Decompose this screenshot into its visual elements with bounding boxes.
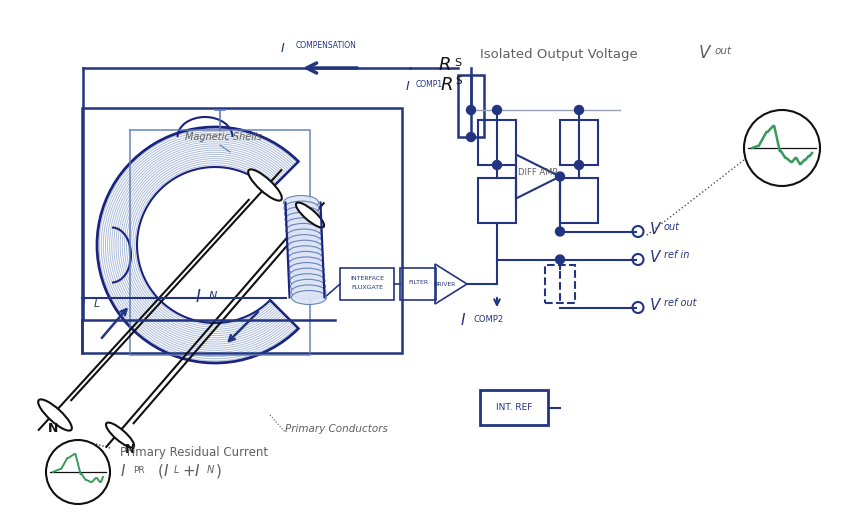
Circle shape bbox=[46, 440, 110, 504]
Text: PR: PR bbox=[133, 466, 145, 475]
Text: $V$: $V$ bbox=[698, 44, 712, 62]
Bar bbox=[478, 178, 516, 223]
Text: $I$: $I$ bbox=[281, 42, 286, 55]
Text: FILTER: FILTER bbox=[408, 280, 428, 285]
Ellipse shape bbox=[287, 246, 323, 260]
Circle shape bbox=[466, 132, 476, 142]
Ellipse shape bbox=[287, 235, 321, 248]
Ellipse shape bbox=[284, 207, 320, 221]
Text: N: N bbox=[125, 443, 136, 456]
Text: $V$: $V$ bbox=[649, 222, 662, 237]
Text: $)$: $)$ bbox=[215, 462, 221, 481]
Ellipse shape bbox=[288, 252, 323, 265]
Bar bbox=[560, 178, 598, 223]
Text: $(I$: $(I$ bbox=[148, 462, 170, 481]
Text: INTERFACE: INTERFACE bbox=[350, 276, 384, 281]
Text: ref in: ref in bbox=[664, 251, 689, 260]
Ellipse shape bbox=[290, 268, 325, 282]
Ellipse shape bbox=[285, 212, 320, 226]
Text: $V$: $V$ bbox=[649, 298, 662, 313]
Ellipse shape bbox=[291, 285, 326, 299]
Text: ref out: ref out bbox=[664, 299, 696, 309]
Ellipse shape bbox=[284, 201, 319, 215]
Text: $I$: $I$ bbox=[195, 288, 202, 306]
Text: DRIVER: DRIVER bbox=[434, 281, 456, 287]
Ellipse shape bbox=[248, 169, 282, 201]
Bar bbox=[560, 120, 598, 165]
Ellipse shape bbox=[286, 218, 321, 232]
Ellipse shape bbox=[290, 274, 325, 288]
Text: COMP2: COMP2 bbox=[473, 315, 503, 324]
Text: L: L bbox=[94, 299, 100, 309]
Circle shape bbox=[574, 161, 583, 169]
Ellipse shape bbox=[291, 279, 326, 293]
Text: L: L bbox=[174, 465, 180, 475]
Text: out: out bbox=[664, 222, 680, 233]
Ellipse shape bbox=[289, 263, 324, 277]
Text: INT. REF: INT. REF bbox=[496, 403, 533, 412]
Circle shape bbox=[466, 106, 476, 115]
Ellipse shape bbox=[296, 202, 324, 228]
Text: Primary Residual Current: Primary Residual Current bbox=[120, 446, 268, 459]
Bar bbox=[480, 390, 548, 425]
Bar bbox=[478, 120, 516, 165]
Text: Isolated Output Voltage: Isolated Output Voltage bbox=[480, 48, 638, 61]
Text: out: out bbox=[715, 46, 732, 56]
Text: S: S bbox=[455, 76, 461, 86]
Ellipse shape bbox=[283, 196, 319, 210]
Circle shape bbox=[493, 106, 501, 115]
Circle shape bbox=[555, 255, 565, 264]
Text: Primary Conductors: Primary Conductors bbox=[285, 424, 388, 434]
Text: COMP1: COMP1 bbox=[416, 80, 444, 89]
Ellipse shape bbox=[288, 257, 324, 271]
Circle shape bbox=[555, 227, 565, 236]
Ellipse shape bbox=[106, 423, 134, 448]
Ellipse shape bbox=[287, 240, 322, 254]
Text: S: S bbox=[454, 58, 461, 68]
Ellipse shape bbox=[286, 223, 321, 237]
Bar bbox=[545, 265, 575, 302]
Text: $R$: $R$ bbox=[440, 76, 453, 94]
Bar bbox=[400, 268, 436, 300]
Text: $V$: $V$ bbox=[649, 249, 662, 266]
Text: FLUXGATE: FLUXGATE bbox=[351, 285, 383, 290]
Circle shape bbox=[744, 110, 820, 186]
Ellipse shape bbox=[292, 290, 326, 304]
Bar bbox=[458, 75, 484, 137]
Bar bbox=[340, 268, 394, 300]
Text: $I$: $I$ bbox=[80, 296, 86, 314]
Text: $I$: $I$ bbox=[460, 312, 466, 328]
Text: $I$: $I$ bbox=[405, 80, 410, 93]
Text: COMPENSATION: COMPENSATION bbox=[296, 41, 357, 50]
Text: Magnetic Shells: Magnetic Shells bbox=[185, 132, 262, 142]
Ellipse shape bbox=[38, 400, 72, 430]
Text: DIFF AMP: DIFF AMP bbox=[518, 168, 558, 177]
Circle shape bbox=[493, 161, 501, 169]
Text: $+I$: $+I$ bbox=[182, 463, 201, 479]
Text: N: N bbox=[209, 291, 217, 301]
Text: N: N bbox=[207, 465, 215, 475]
Bar bbox=[82, 108, 402, 353]
Text: $I$: $I$ bbox=[120, 463, 126, 479]
Text: N: N bbox=[48, 422, 59, 435]
Ellipse shape bbox=[287, 229, 321, 243]
Text: $R$: $R$ bbox=[438, 56, 451, 74]
Circle shape bbox=[555, 172, 565, 181]
Circle shape bbox=[574, 106, 583, 115]
